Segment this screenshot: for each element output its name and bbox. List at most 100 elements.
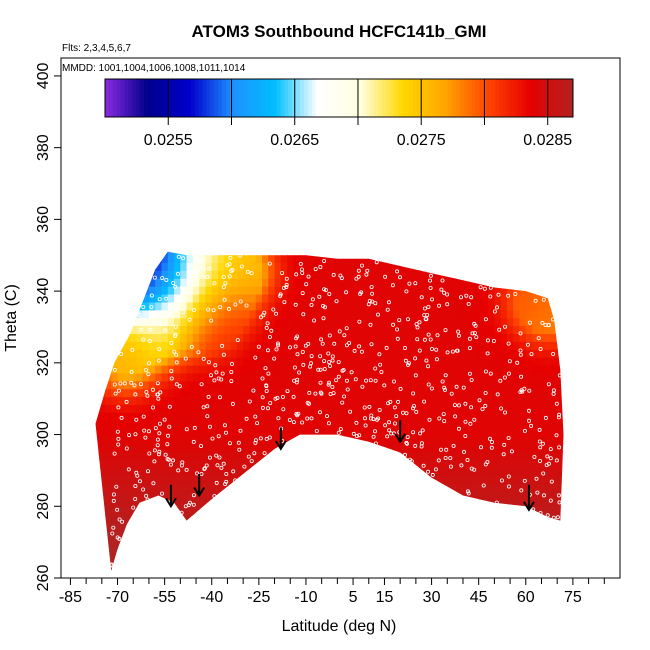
heatmap-cell	[481, 325, 489, 334]
heatmap-cell	[400, 349, 408, 358]
heatmap-cell	[356, 372, 364, 382]
heatmap-cell	[142, 365, 150, 374]
heatmap-cell	[95, 507, 100, 516]
heatmap-cell	[306, 349, 313, 358]
heatmap-cell	[98, 522, 106, 532]
heatmap-cell	[300, 239, 307, 248]
heatmap-cell	[243, 570, 250, 571]
sample-point	[344, 343, 349, 348]
heatmap-cell	[262, 570, 269, 571]
heatmap-cell	[236, 475, 244, 484]
heatmap-cell	[192, 546, 200, 555]
heatmap-cell	[368, 562, 376, 571]
heatmap-cell	[130, 396, 137, 405]
sample-point	[111, 492, 116, 497]
heatmap-cell	[343, 380, 351, 390]
sample-point	[275, 395, 280, 400]
heatmap-cell	[280, 483, 288, 492]
heatmap-cell	[532, 420, 539, 429]
heatmap-cell	[318, 309, 326, 319]
sample-point	[144, 493, 149, 498]
heatmap-cell	[413, 239, 420, 248]
heatmap-cell	[95, 301, 100, 311]
heatmap-cell	[425, 514, 433, 524]
heatmap-cell	[331, 514, 338, 524]
heatmap-cell	[500, 483, 508, 492]
heatmap-cell	[425, 380, 433, 390]
heatmap-cell	[564, 255, 571, 264]
heatmap-cell	[412, 483, 420, 492]
sample-point	[226, 306, 231, 311]
sample-point	[208, 373, 213, 378]
heatmap-cell	[224, 372, 232, 382]
heatmap-cell	[306, 286, 313, 295]
heatmap-cell	[280, 491, 288, 500]
sample-point	[428, 337, 433, 342]
heatmap-cell	[368, 522, 376, 532]
sample-point	[557, 412, 562, 417]
heatmap-cell	[412, 436, 420, 445]
heatmap-cell	[525, 522, 533, 532]
heatmap-cell	[519, 301, 527, 311]
sample-point	[318, 380, 323, 385]
heatmap-cell	[268, 522, 276, 532]
sample-point	[352, 348, 357, 353]
heatmap-cell	[95, 451, 100, 461]
heatmap-cell	[130, 436, 137, 445]
heatmap-cell	[299, 309, 307, 319]
heatmap-cell	[494, 333, 502, 342]
heatmap-cell	[155, 357, 163, 366]
heatmap-cell	[199, 251, 207, 256]
heatmap-cell	[450, 451, 458, 461]
heatmap-cell	[494, 562, 502, 571]
sample-point	[429, 297, 434, 302]
heatmap-cell	[406, 294, 414, 303]
sample-point	[368, 378, 373, 383]
heatmap-cell	[280, 499, 288, 508]
heatmap-cell	[488, 459, 495, 469]
sample-point	[146, 361, 151, 366]
heatmap-cell	[218, 570, 225, 571]
heatmap-cell	[130, 262, 137, 271]
heatmap-cell	[456, 530, 464, 540]
heatmap-cell	[111, 467, 119, 476]
heatmap-cell	[255, 467, 263, 476]
heatmap-cell	[337, 507, 345, 516]
heatmap-cell	[375, 436, 382, 445]
heatmap-cell	[356, 349, 364, 358]
heatmap-cell	[95, 325, 100, 334]
heatmap-cell	[180, 239, 187, 248]
heatmap-cell	[425, 467, 433, 476]
sample-point	[151, 481, 156, 486]
heatmap-cell	[506, 499, 514, 508]
heatmap-cell	[199, 301, 207, 311]
heatmap-cell	[262, 467, 269, 476]
sample-point	[338, 427, 343, 432]
heatmap-cell	[456, 254, 464, 263]
heatmap-cell	[406, 570, 414, 571]
heatmap-cell	[331, 262, 338, 271]
heatmap-cell	[349, 475, 357, 484]
heatmap-cell	[444, 341, 451, 350]
sample-point	[415, 337, 420, 342]
heatmap-cell	[243, 522, 250, 532]
heatmap-cell	[130, 286, 137, 295]
heatmap-cell	[280, 530, 288, 540]
sample-point	[489, 445, 494, 450]
heatmap-cell	[224, 317, 232, 327]
heatmap-cell	[469, 380, 477, 390]
heatmap-cell	[130, 341, 137, 350]
heatmap-cell	[274, 365, 282, 374]
heatmap-cell	[111, 530, 119, 540]
heatmap-cell	[306, 483, 313, 492]
heatmap-cell	[192, 341, 200, 350]
heatmap-cell	[375, 546, 382, 555]
heatmap-cell	[318, 451, 326, 461]
heatmap-cell	[136, 365, 144, 374]
colorbar-swatch	[506, 79, 512, 117]
heatmap-cell	[544, 467, 552, 476]
heatmap-cell	[167, 436, 175, 445]
heatmap-cell	[469, 365, 477, 374]
heatmap-cell	[243, 491, 250, 500]
heatmap-cell	[117, 372, 125, 382]
